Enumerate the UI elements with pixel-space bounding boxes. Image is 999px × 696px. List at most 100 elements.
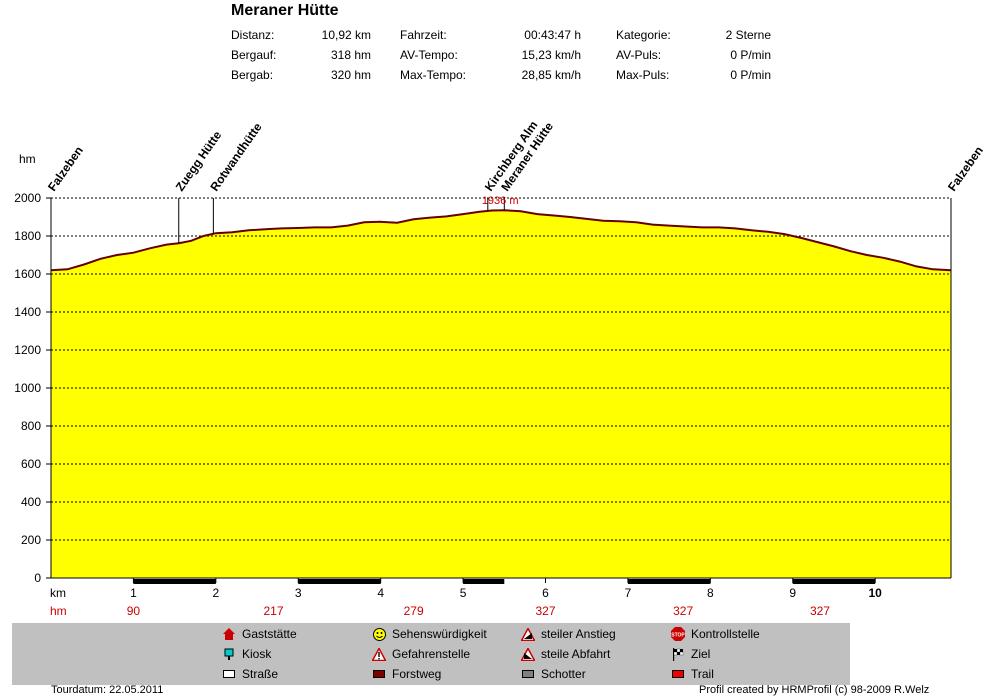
y-tick-label: 800: [21, 419, 41, 433]
x-tick-label: 2: [212, 586, 219, 600]
legend-label: Schotter: [541, 667, 586, 681]
legend-item: Sehenswürdigkeit: [372, 627, 487, 641]
stat-label-av-tempo: AV-Tempo:: [400, 48, 458, 62]
y-tick-label: 200: [21, 533, 41, 547]
legend-item: Gaststätte: [222, 627, 297, 641]
surface-segment: [627, 579, 711, 584]
hm-row-value: 327: [810, 604, 830, 618]
x-tick-label: 1: [130, 586, 137, 600]
x-axis-label: km: [50, 586, 66, 600]
stop-icon: STOP: [671, 627, 685, 641]
legend-label: steiler Anstieg: [541, 627, 616, 641]
finish-flag-icon: [671, 647, 685, 661]
hm-row-value: 327: [535, 604, 555, 618]
legend-item: steiler Anstieg: [521, 627, 616, 641]
surface-segment: [463, 579, 505, 584]
hm-row-value: 327: [673, 604, 693, 618]
surface-segment: [792, 579, 876, 584]
x-tick-label: 7: [625, 586, 632, 600]
tour-date: Tourdatum: 22.05.2011: [51, 684, 164, 696]
stat-value-max-tempo: 28,85 km/h: [521, 68, 581, 82]
legend-item: steile Abfahrt: [521, 647, 610, 661]
surface-segment: [298, 579, 381, 584]
hm-row-value: 90: [127, 604, 141, 618]
stat-value-av-tempo: 15,23 km/h: [521, 48, 581, 62]
stat-label-fahrzeit: Fahrzeit:: [400, 28, 447, 42]
stat-value-fahrzeit: 00:43:47 h: [524, 28, 581, 42]
max-elevation-label: 1936 m: [482, 195, 519, 207]
profile-credit: Profil created by HRMProfil (c) 98-2009 …: [699, 684, 930, 696]
stat-label-max-puls: Max-Puls:: [616, 68, 670, 82]
legend-label: Kiosk: [242, 647, 272, 661]
legend-panel: [12, 623, 850, 685]
stat-label-max-tempo: Max-Tempo:: [400, 68, 467, 82]
stat-value-bergauf: 318 hm: [330, 48, 371, 62]
page-title: Meraner Hütte: [231, 2, 339, 19]
legend-item: Kiosk: [222, 647, 271, 661]
waypoint-label: Falzeben: [945, 144, 986, 194]
legend-label: Gaststätte: [242, 627, 297, 641]
stat-label-distanz: Distanz:: [231, 28, 275, 42]
stat-value-distanz: 10,92 km: [321, 28, 371, 42]
stat-label-kategorie: Kategorie:: [616, 28, 671, 42]
elevation-line: [50, 209, 952, 272]
steep-climb-icon: [521, 627, 535, 641]
road-icon: [222, 667, 236, 681]
y-tick-label: 1600: [14, 267, 41, 281]
house-icon: [222, 627, 236, 641]
forestroad-icon: [372, 667, 386, 681]
y-tick-label: 2000: [14, 191, 41, 205]
legend-item: Straße: [222, 667, 278, 681]
legend-item: Schotter: [521, 667, 586, 681]
stat-label-bergauf: Bergauf:: [231, 48, 277, 62]
legend-item: Trail: [671, 667, 714, 681]
legend-item: Forstweg: [372, 667, 441, 681]
legend-item: STOP Kontrollstelle: [671, 627, 760, 641]
legend-label: Straße: [242, 667, 279, 681]
y-tick-label: 600: [21, 457, 41, 471]
warning-icon: [372, 647, 386, 661]
stat-value-max-puls: 0 P/min: [730, 68, 771, 82]
elevation-profile-chart: 0 200 400 600 800 1000 1200 1400 1600 1800 2000 hm 1…: [14, 118, 986, 618]
y-tick-label: 1400: [14, 305, 41, 319]
stat-label-bergab: Bergab:: [231, 68, 274, 82]
elevation-area: [51, 210, 951, 578]
x-tick-label: 8: [707, 586, 714, 600]
legend-label: Sehenswürdigkeit: [392, 627, 487, 641]
legend-label: steile Abfahrt: [541, 647, 611, 661]
legend-label: Trail: [691, 667, 714, 681]
x-tick-label: 4: [377, 586, 384, 600]
svg-text:STOP: STOP: [671, 633, 685, 639]
legend-item: Gefahrenstelle: [372, 647, 470, 661]
x-tick-label: 9: [789, 586, 796, 600]
hm-row-label: hm: [50, 604, 67, 618]
legend-item: Ziel: [671, 647, 710, 661]
legend-label: Forstweg: [392, 667, 442, 681]
steep-descent-icon: [521, 647, 535, 661]
smiley-icon: [372, 627, 386, 641]
y-tick-label: 1200: [14, 343, 41, 357]
stat-value-kategorie: 2 Sterne: [725, 28, 771, 42]
x-tick-label: 3: [295, 586, 302, 600]
waypoint-label: Falzeben: [45, 144, 86, 194]
hm-row-value: 279: [404, 604, 424, 618]
trail-icon: [671, 667, 685, 681]
x-tick-label: 5: [460, 586, 467, 600]
y-tick-label: 1800: [14, 229, 41, 243]
gravel-icon: [521, 667, 535, 681]
legend-label: Kontrollstelle: [691, 627, 760, 641]
y-tick-label: 1000: [14, 381, 41, 395]
stat-label-av-puls: AV-Puls:: [616, 48, 662, 62]
kiosk-icon: [222, 647, 236, 661]
legend-label: Gefahrenstelle: [392, 647, 471, 661]
stat-value-av-puls: 0 P/min: [730, 48, 771, 62]
hm-row-value: 217: [264, 604, 284, 618]
y-tick-label: 400: [21, 495, 41, 509]
stat-value-bergab: 320 hm: [330, 68, 371, 82]
x-tick-label: 6: [542, 586, 549, 600]
y-tick-label: 0: [34, 571, 41, 585]
x-tick-label: 10: [868, 586, 882, 600]
surface-segment: [133, 579, 216, 584]
legend-label: Ziel: [691, 647, 711, 661]
y-axis-label: hm: [19, 152, 36, 166]
